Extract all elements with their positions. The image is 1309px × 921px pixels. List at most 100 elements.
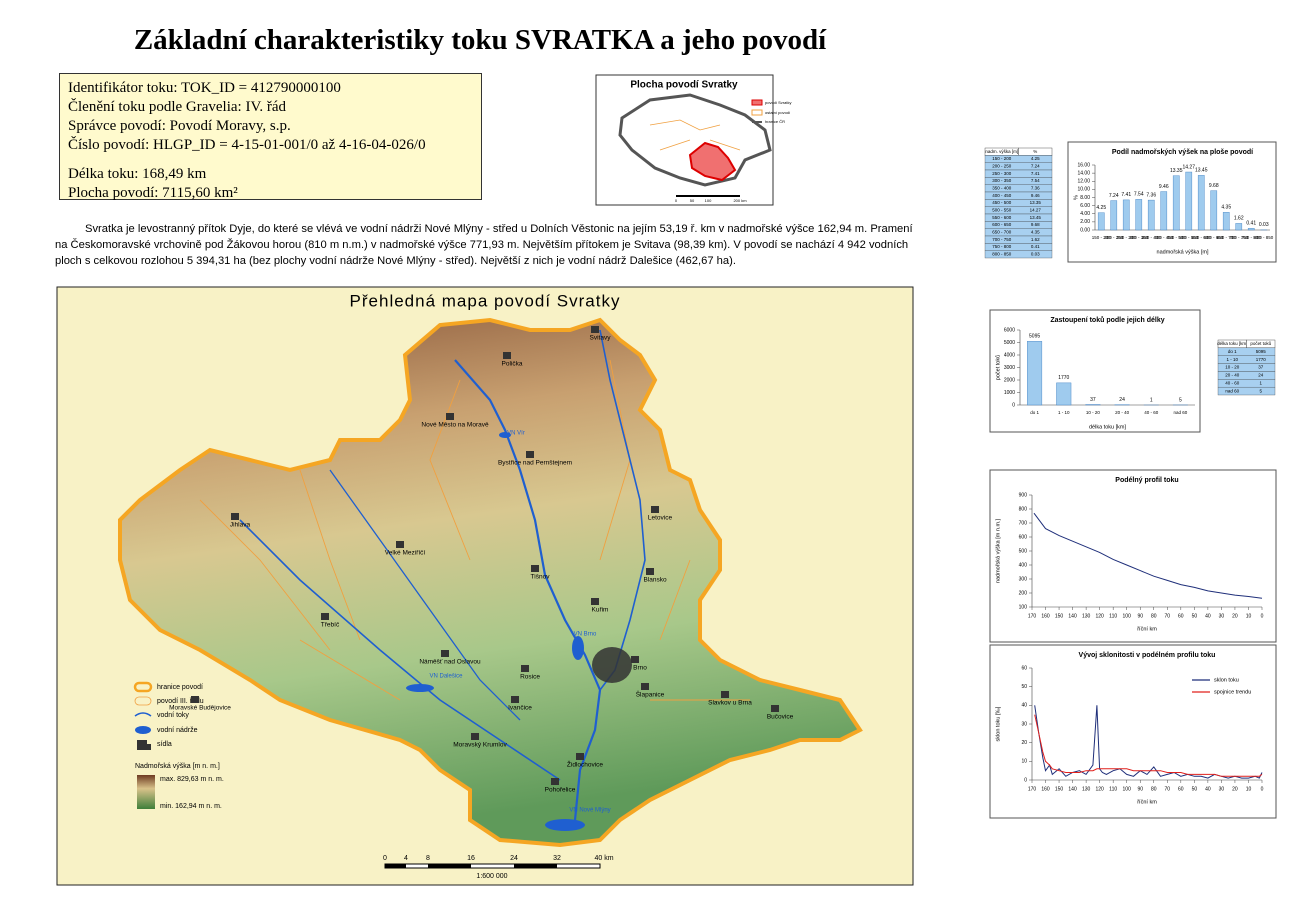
- bar: [1147, 199, 1155, 231]
- x-tick-label: 550 - 600: [1192, 235, 1212, 240]
- settlement: [591, 326, 599, 333]
- table-cell: [984, 250, 1053, 259]
- value-label: 1770: [1058, 375, 1069, 381]
- value-label: 13.45: [1195, 168, 1208, 174]
- y-tick-label: 14.00: [1077, 170, 1090, 176]
- x-tick-label: 140: [1068, 613, 1077, 619]
- table-category: 550 - 600: [992, 215, 1012, 220]
- place-label: Slavkov u Brna: [708, 700, 752, 707]
- y-tick-label: 8.00: [1080, 195, 1090, 201]
- x-tick-label: 90: [1137, 613, 1143, 619]
- place-label: Pohořelice: [545, 787, 576, 794]
- table-category: 20 - 40: [1225, 373, 1240, 378]
- settlement: [651, 506, 659, 513]
- value-label: 7.36: [1146, 192, 1156, 198]
- y-tick-label: 600: [1019, 534, 1028, 540]
- x-tick-label: 30: [1219, 786, 1225, 792]
- water-label: VN Brno: [574, 632, 597, 638]
- x-tick-label: 90: [1137, 786, 1143, 792]
- x-tick-label: 0: [1261, 613, 1264, 619]
- elevation-min: min. 162,94 m n. m.: [160, 803, 222, 810]
- map-legend-label: vodní nádrže: [157, 727, 198, 734]
- settlement: [446, 413, 454, 420]
- x-tick-label: 120: [1095, 613, 1104, 619]
- value-label: 1.62: [1234, 216, 1244, 222]
- x-tick-label: 40: [1205, 613, 1211, 619]
- x-tick-label: do 1: [1030, 410, 1039, 415]
- legend-swatch: [134, 712, 152, 717]
- x-tick-label: 130: [1082, 613, 1091, 619]
- y-tick-label: 1000: [1004, 390, 1015, 396]
- info-line: Délka toku: 168,49 km: [68, 166, 207, 182]
- x-tick-label: 200 - 250: [1104, 235, 1124, 240]
- chart-title: Podélný profil toku: [1115, 477, 1178, 484]
- map-legend-label: sídla: [157, 741, 172, 748]
- value-label: 37: [1090, 397, 1096, 403]
- settlement: [531, 565, 539, 572]
- settlement: [441, 650, 449, 657]
- x-tick-label: 100: [1123, 613, 1132, 619]
- settlement: [526, 451, 534, 458]
- x-axis-label: říční km: [1137, 626, 1157, 632]
- settlement-brno: [592, 647, 632, 683]
- value-label: 7.41: [1121, 192, 1131, 198]
- x-tick-label: 350 - 400: [1142, 235, 1162, 240]
- place-label: Letovice: [648, 515, 673, 522]
- settlement: [721, 691, 729, 698]
- table-value: 7.24: [1031, 164, 1040, 169]
- table-category: 750 - 800: [992, 244, 1012, 249]
- bar: [1247, 228, 1255, 231]
- table-value: 14.27: [1030, 208, 1042, 213]
- y-tick-label: 0.00: [1080, 227, 1090, 233]
- value-label: 5095: [1029, 334, 1040, 340]
- x-tick-label: 500 - 550: [1179, 235, 1199, 240]
- info-line: Plocha povodí: 7115,60 km²: [68, 185, 238, 201]
- x-tick-label: 10: [1246, 786, 1252, 792]
- settlement: [503, 352, 511, 359]
- x-axis-label: délka toku [km]: [1089, 424, 1126, 430]
- x-tick-label: 40: [1205, 786, 1211, 792]
- elevation-legend-bar: [137, 775, 155, 809]
- y-tick-label: 6.00: [1080, 203, 1090, 209]
- scale-label: 16: [467, 855, 475, 862]
- place-label: Tišnov: [531, 574, 551, 581]
- settlement: [631, 656, 639, 663]
- water-label: VN Dalešice: [429, 674, 463, 680]
- value-label: 4.35: [1221, 205, 1231, 211]
- legend-label: sklon toku: [1214, 677, 1239, 683]
- x-tick-label: 10: [1246, 613, 1252, 619]
- info-line: Členění toku podle Gravelia: IV. řád: [68, 99, 286, 115]
- table-category: 200 - 250: [992, 164, 1012, 169]
- y-tick-label: 4.00: [1080, 211, 1090, 217]
- x-tick-label: 60: [1178, 613, 1184, 619]
- settlement: [521, 665, 529, 672]
- x-tick-label: nad 60: [1174, 410, 1188, 415]
- table-value: 0.41: [1031, 244, 1040, 249]
- bar: [1210, 190, 1218, 231]
- y-tick-label: 40: [1021, 703, 1027, 709]
- legend-swatch: [134, 696, 152, 706]
- info-line: Správce povodí: Povodí Moravy, s.p.: [68, 118, 291, 134]
- x-tick-label: 150: [1055, 613, 1064, 619]
- river-svratka: [454, 359, 602, 821]
- x-tick-label: 70: [1165, 786, 1171, 792]
- x-tick-label: 1 - 10: [1058, 410, 1070, 415]
- x-tick-label: 40 - 60: [1144, 410, 1159, 415]
- x-tick-label: 650 - 700: [1217, 235, 1237, 240]
- bar: [1172, 175, 1180, 231]
- x-tick-label: 50: [1192, 786, 1198, 792]
- x-tick-label: 120: [1095, 786, 1104, 792]
- info-box: Identifikátor toku: TOK_ID = 41279000010…: [59, 73, 482, 201]
- page-title: Základní charakteristiky toku SVRATKA a …: [133, 24, 827, 56]
- description: Svratka je levostranný přítok Dyje, do k…: [55, 223, 913, 267]
- inset-scale-label: 200 km: [733, 198, 747, 203]
- bar: [1110, 200, 1118, 231]
- scale-label: 0: [383, 855, 387, 862]
- legend-swatch: [133, 681, 153, 693]
- place-label: Moravský Krumlov: [453, 742, 507, 749]
- x-tick-label: 160: [1041, 613, 1050, 619]
- scale-label: 24: [510, 855, 518, 862]
- table-header: délka toku [km]: [1217, 341, 1247, 346]
- table-value: 7.36: [1031, 186, 1040, 191]
